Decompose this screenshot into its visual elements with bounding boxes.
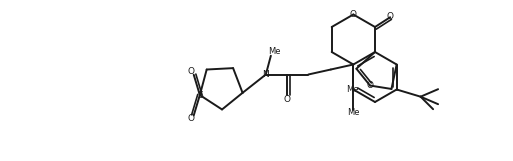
Text: Me: Me bbox=[347, 108, 360, 117]
Text: O: O bbox=[284, 95, 290, 104]
Text: O: O bbox=[187, 114, 194, 123]
Text: O: O bbox=[367, 81, 373, 90]
Text: O: O bbox=[350, 10, 357, 19]
Text: Me: Me bbox=[346, 85, 359, 94]
Text: O: O bbox=[187, 67, 194, 76]
Text: Me: Me bbox=[269, 47, 281, 56]
Text: S: S bbox=[197, 91, 203, 99]
Text: O: O bbox=[387, 12, 393, 21]
Text: N: N bbox=[263, 70, 269, 79]
